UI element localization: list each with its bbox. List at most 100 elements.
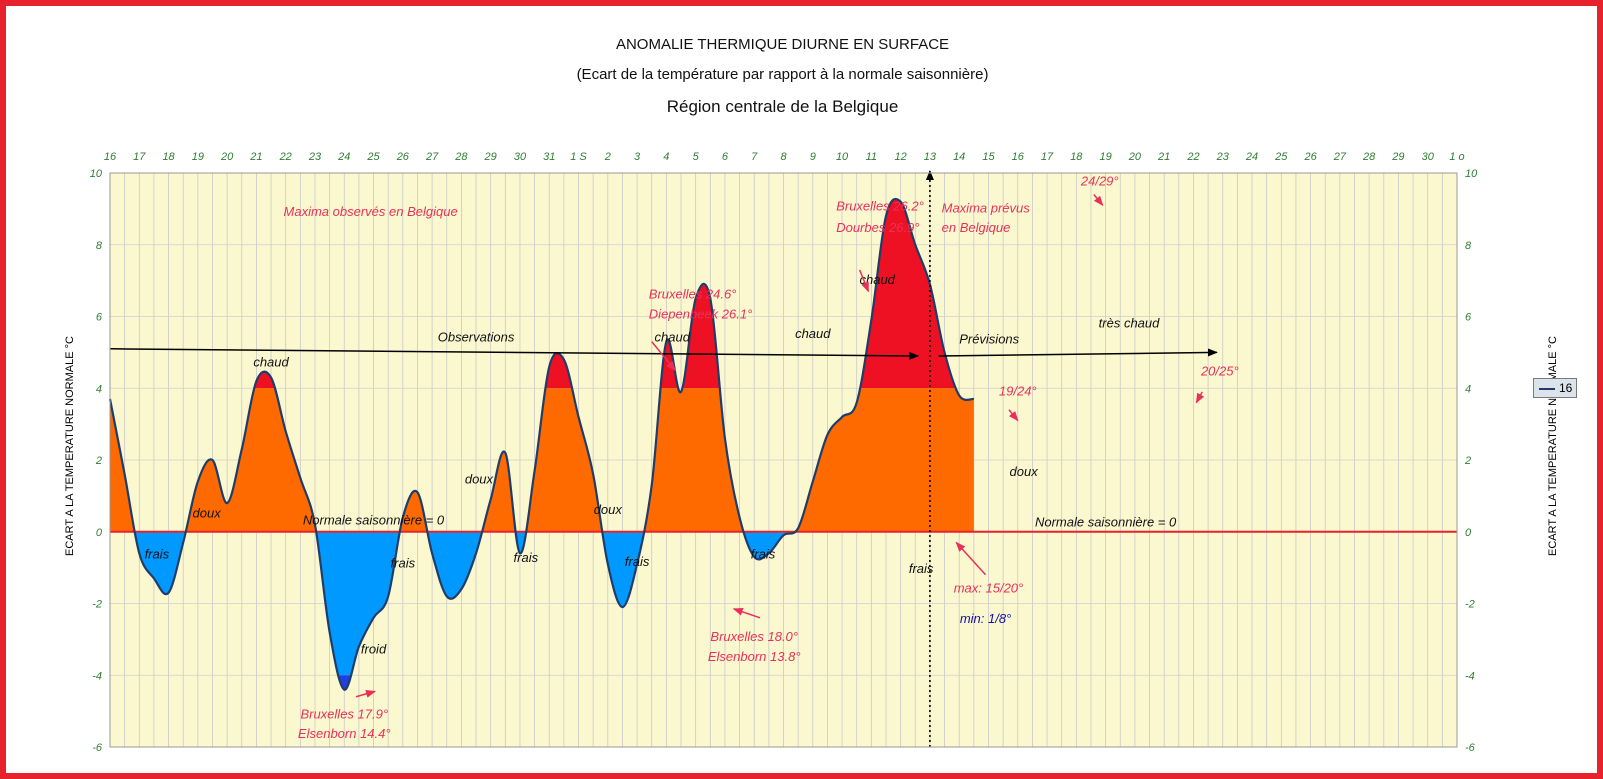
y-tick-label-right: 2 — [1464, 455, 1471, 467]
x-tick-label: 7 — [751, 151, 758, 163]
chart-region: Région centrale de la Belgique — [666, 97, 899, 116]
annotation-arrow — [732, 607, 761, 619]
x-tick-label: 6 — [722, 151, 729, 163]
legend-label: 16 — [1559, 381, 1573, 395]
y-tick-label-right: -6 — [1465, 742, 1476, 754]
annotation-max-15-20: max: 15/20° — [954, 581, 1024, 596]
annotation-arrow — [1195, 391, 1205, 404]
label-frais: frais — [625, 554, 650, 569]
y-tick-label-left: -4 — [92, 670, 102, 682]
label-tres-chaud: très chaud — [1099, 315, 1160, 330]
label-chaud: chaud — [859, 272, 895, 287]
x-tick-label: 21 — [1157, 151, 1170, 163]
annotation-bruxelles-18-0: Bruxelles 18.0° — [710, 629, 798, 644]
x-tick-label: 28 — [1362, 151, 1376, 163]
label-previsions: Prévisions — [959, 331, 1019, 346]
x-tick-label: 26 — [396, 151, 410, 163]
annotation-diepenbeek: Diepenbeek 26.1° — [649, 306, 753, 321]
label-frais: frais — [514, 550, 539, 565]
annotation-elsenborn-13-8: Elsenborn 13.8° — [708, 649, 801, 664]
x-tick-label: 19 — [192, 151, 204, 163]
x-tick-label: 22 — [279, 151, 292, 163]
y-tick-label-left: 10 — [90, 168, 103, 180]
x-tick-label: 14 — [953, 151, 965, 163]
annotation-arrow — [858, 269, 870, 293]
x-tick-label: 27 — [425, 151, 439, 163]
x-tick-label: 1 o — [1449, 151, 1464, 163]
x-tick-label: 25 — [366, 151, 380, 163]
legend: 16 — [1533, 378, 1577, 398]
x-tick-label: 29 — [484, 151, 497, 163]
y-tick-label-right: 10 — [1465, 168, 1478, 180]
annotation-bruxelles-17-9: Bruxelles 17.9° — [300, 706, 388, 721]
label-doux: doux — [465, 471, 494, 486]
x-tick-label: 5 — [693, 151, 700, 163]
y-tick-label-right: 4 — [1465, 383, 1471, 395]
annotation-min-1-8: min: 1/8° — [960, 611, 1011, 626]
plot-border — [109, 172, 1458, 748]
y-tick-label-left: 2 — [95, 455, 102, 467]
annotation-elsenborn-14-4: Elsenborn 14.4° — [298, 726, 391, 741]
x-tick-label: 18 — [162, 151, 175, 163]
x-tick-label: 26 — [1303, 151, 1317, 163]
label-normale-obs: Normale saisonnière = 0 — [303, 513, 445, 528]
x-tick-label: 1 S — [570, 151, 587, 163]
x-tick-label: 11 — [866, 151, 877, 163]
label-chaud: chaud — [655, 330, 691, 345]
y-tick-label-left: -6 — [92, 742, 103, 754]
y-tick-label-left: 4 — [96, 383, 102, 395]
x-tick-label: 21 — [249, 151, 262, 163]
area-cold — [338, 675, 352, 690]
annotation-arrow — [355, 689, 376, 698]
series-line-16 — [108, 197, 975, 691]
label-normale-prev: Normale saisonnière = 0 — [1035, 514, 1177, 529]
label-frais: frais — [751, 547, 776, 562]
label-doux: doux — [594, 502, 623, 517]
x-tick-label: 22 — [1186, 151, 1199, 163]
annotation-24-29: 24/29° — [1080, 174, 1119, 189]
observations-arrow — [109, 348, 920, 360]
annotation-arrow — [651, 341, 676, 372]
label-frais: frais — [391, 556, 416, 571]
y-tick-label-left: 0 — [96, 527, 103, 539]
x-tick-label: 23 — [1216, 151, 1230, 163]
x-tick-label: 13 — [924, 151, 937, 163]
y-tick-label-left: 6 — [96, 312, 103, 324]
x-tick-label: 3 — [634, 151, 641, 163]
annotation-arrow — [1093, 194, 1104, 207]
x-tick-label: 30 — [514, 151, 527, 163]
annotation-arrow — [1008, 409, 1019, 422]
x-tick-label: 30 — [1422, 151, 1435, 163]
chart-title: ANOMALIE THERMIQUE DIURNE EN SURFACE — [615, 36, 950, 53]
y-tick-label-right: 8 — [1465, 240, 1472, 252]
label-doux: doux — [193, 505, 222, 520]
x-tick-label: 23 — [308, 151, 322, 163]
label-observations: Observations — [438, 330, 515, 345]
x-tick-label: 20 — [220, 151, 234, 163]
x-tick-label: 17 — [1041, 151, 1054, 163]
y-tick-label-left: -2 — [92, 599, 102, 611]
label-froid: froid — [361, 642, 387, 657]
area-warm — [110, 388, 974, 532]
label-chaud: chaud — [795, 326, 831, 341]
x-tick-label: 20 — [1128, 151, 1142, 163]
x-tick-label: 16 — [104, 151, 117, 163]
area-hot — [254, 198, 956, 389]
x-tick-label: 2 — [604, 151, 611, 163]
x-tick-label: 4 — [663, 151, 669, 163]
x-tick-label: 17 — [133, 151, 146, 163]
x-tick-label: 10 — [836, 151, 849, 163]
label-chaud: chaud — [253, 355, 289, 370]
legend-swatch — [1539, 388, 1555, 390]
annotation-arrow — [955, 541, 987, 576]
label-doux: doux — [1010, 464, 1039, 479]
y-tick-label-right: 6 — [1465, 312, 1472, 324]
y-tick-label-left: 8 — [96, 240, 103, 252]
y-tick-label-right: -2 — [1465, 599, 1475, 611]
annotation-maxima-observes: Maxima observés en Belgique — [284, 204, 458, 219]
chart-subtitle: (Ecart de la température par rapport à l… — [576, 66, 989, 83]
y-tick-label-right: -4 — [1465, 670, 1475, 682]
x-tick-label: 12 — [895, 151, 907, 163]
annotation-bruxelles-26-2: Bruxelles 26.2° — [836, 199, 924, 214]
